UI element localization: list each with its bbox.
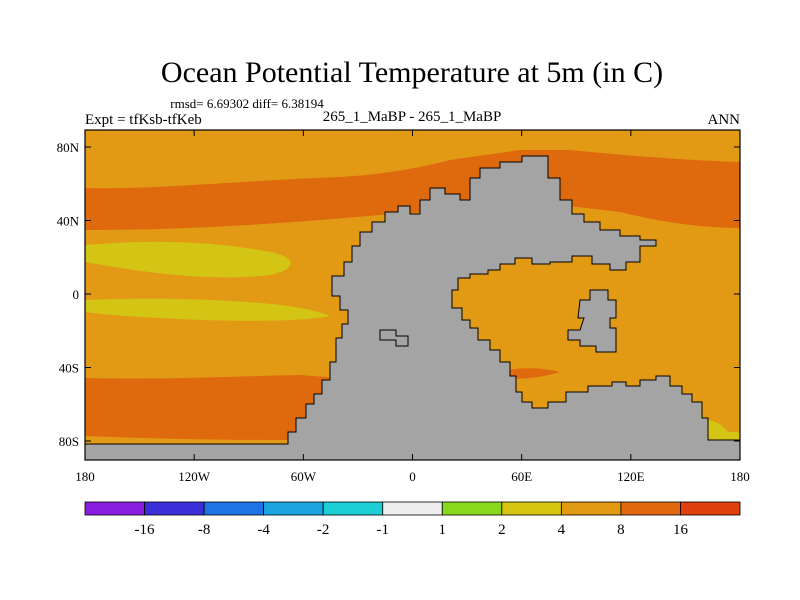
colorbar-label: 2 [498, 522, 506, 538]
colorbar-swatch [84, 501, 145, 516]
colorbar-swatch [680, 501, 741, 516]
axis-ticks: 80N 40N 0 40S 80S 180 120W 60W 0 60E 120E 180 [57, 130, 750, 484]
lon-tick-label: 120W [178, 469, 211, 484]
lon-tick-label: 180 [75, 469, 95, 484]
lat-tick-label: 0 [73, 287, 80, 302]
lat-tick-label: 40S [59, 361, 79, 376]
lon-tick-label: 60W [291, 469, 317, 484]
colorbar-swatch [620, 501, 681, 516]
lat-tick-label: 80N [57, 140, 80, 155]
colorbar-swatch [322, 501, 384, 516]
colorbar: -16 -8 -4 -2 -1 1 2 4 8 16 [84, 501, 741, 538]
map-field [85, 130, 740, 460]
lon-tick-label: 180 [730, 469, 750, 484]
colorbar-swatch [144, 501, 205, 516]
land-east-island [567, 289, 617, 353]
expt-label: Expt = tfKsb-tfKeb [85, 112, 202, 128]
land-masses [85, 155, 740, 460]
stats-label: rmsd= 6.69302 diff= 6.38194 [170, 96, 324, 111]
colorbar-swatch [441, 501, 503, 516]
colorbar-swatch [501, 501, 562, 516]
lon-tick-label: 60E [511, 469, 532, 484]
land-small-island [379, 329, 409, 347]
contour-band-16-north [85, 150, 740, 230]
colorbar-swatch [382, 501, 443, 516]
case-label: 265_1_MaBP - 265_1_MaBP [323, 109, 502, 125]
lon-tick-label: 0 [409, 469, 416, 484]
contour-band-4-8-eq-west [85, 241, 291, 278]
lon-tick-label: 120E [617, 469, 645, 484]
contour-band-4-8-se [700, 419, 740, 446]
colorbar-label: -16 [135, 522, 155, 538]
colorbar-label: -8 [198, 522, 211, 538]
lat-tick-label: 40N [57, 214, 80, 229]
colorbar-label: 8 [617, 522, 625, 538]
land-main-continent [85, 155, 740, 460]
colorbar-label: 4 [558, 522, 566, 538]
colorbar-swatch [203, 501, 265, 516]
contour-band-4-8-eq-east [85, 298, 330, 321]
colorbar-label: -4 [257, 522, 270, 538]
figure-title: Ocean Potential Temperature at 5m (in C) [161, 56, 663, 89]
contour-band-16-south [85, 375, 340, 440]
colorbar-swatch [560, 501, 622, 516]
lat-tick-label: 80S [59, 434, 79, 449]
colorbar-label: -2 [317, 522, 330, 538]
colorbar-label: 1 [439, 522, 447, 538]
colorbar-swatch [263, 501, 324, 516]
season-label: ANN [708, 112, 741, 128]
colorbar-label: -1 [376, 522, 389, 538]
colorbar-label: 16 [673, 522, 689, 538]
